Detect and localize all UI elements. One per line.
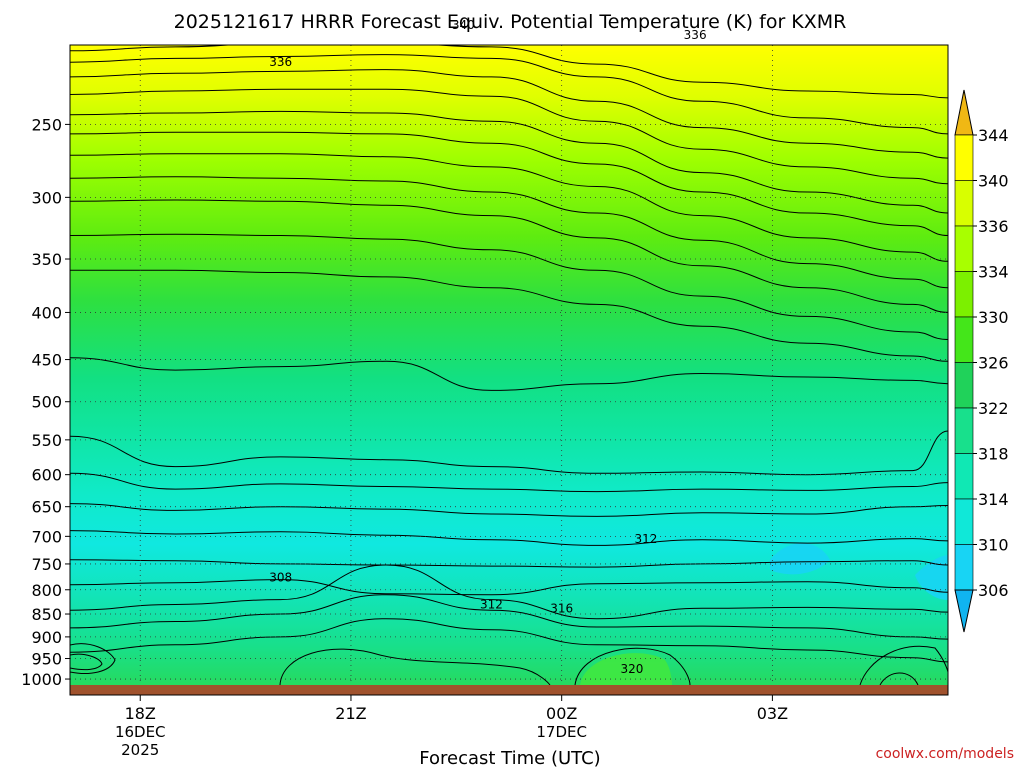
contour-label: 312 xyxy=(635,532,658,546)
contour-labels: 340 336 336 312 308 312 316 320 xyxy=(269,18,707,676)
contour-line xyxy=(70,503,948,517)
field-fill xyxy=(70,45,948,685)
colorbar-segment xyxy=(954,134,974,181)
colorbar-bottom-arrow xyxy=(954,589,974,633)
colorbar-segment xyxy=(954,271,974,318)
colorbar-top-arrow xyxy=(954,89,974,136)
contour-line xyxy=(70,653,103,671)
colorbar-tick-label: 336 xyxy=(978,217,1009,236)
contour-line xyxy=(574,647,691,685)
colorbar-tick-label: 318 xyxy=(978,445,1009,464)
warm-pocket-surface xyxy=(580,653,672,685)
contour-label: 336 xyxy=(269,55,292,69)
contour-line xyxy=(70,357,948,391)
colorbar-segment xyxy=(954,362,974,409)
colorbar-tick-label: 326 xyxy=(978,354,1009,373)
contour-line xyxy=(70,472,948,493)
contour-label: 320 xyxy=(620,662,643,676)
contour-line xyxy=(279,648,551,685)
contour-line xyxy=(70,88,948,185)
contour-line xyxy=(70,579,948,596)
grid-lines xyxy=(70,45,948,685)
cold-pocket-right xyxy=(770,543,830,575)
x-tick-date: 16DEC xyxy=(115,723,166,741)
y-tick-label: 650 xyxy=(31,498,62,517)
colorbar-tick-label: 310 xyxy=(978,536,1009,555)
colorbar-tick-label: 306 xyxy=(978,581,1009,600)
site-credit[interactable]: coolwx.com/models xyxy=(876,746,1014,762)
colorbar-tick-label: 334 xyxy=(978,263,1009,282)
x-tick-label: 21Z xyxy=(335,704,366,723)
y-tick-label: 500 xyxy=(31,393,62,412)
x-tick-date: 17DEC xyxy=(536,723,587,741)
y-tick-label: 250 xyxy=(31,115,62,134)
colorbar-segment xyxy=(954,407,974,454)
contour-line xyxy=(70,530,948,546)
contour-label: 336 xyxy=(684,28,707,42)
colorbar-tick-label: 344 xyxy=(978,126,1009,145)
colorbar-segment xyxy=(954,180,974,227)
x-tick-label: 18Z xyxy=(125,704,156,723)
y-tick-label: 850 xyxy=(31,605,62,624)
contour-line xyxy=(70,54,948,135)
contour-line xyxy=(70,564,948,620)
y-tick-label: 600 xyxy=(31,466,62,485)
contour-line xyxy=(70,131,948,236)
y-tick-label: 750 xyxy=(31,555,62,574)
y-tick-label: 450 xyxy=(31,351,62,370)
contour-line xyxy=(859,645,948,685)
y-tick-label: 400 xyxy=(31,303,62,322)
x-tick-label: 03Z xyxy=(757,704,788,723)
cold-pocket-edge xyxy=(915,555,948,600)
y-tick-label: 350 xyxy=(31,250,62,269)
colorbar-tick-label: 314 xyxy=(978,490,1009,509)
contour-line xyxy=(879,672,919,685)
colorbar-tick-label: 330 xyxy=(978,308,1009,327)
y-tick-label: 300 xyxy=(31,188,62,207)
contour-line xyxy=(70,643,116,674)
ground-strip xyxy=(70,685,948,695)
y-tick-label: 950 xyxy=(31,650,62,669)
colorbar-segment xyxy=(954,316,974,363)
contour-line xyxy=(70,559,948,568)
y-axis: 250 300 350 400 450 500 550 600 650 700 750 800 850 9… xyxy=(21,115,70,689)
contour-line xyxy=(70,110,948,214)
contour-label: 312 xyxy=(480,597,503,611)
x-axis-title: Forecast Time (UTC) xyxy=(419,748,600,768)
contour-line xyxy=(70,69,948,159)
contour-label: 308 xyxy=(269,571,292,585)
colorbar-tick-label: 340 xyxy=(978,172,1009,191)
colorbar: 344 340 336 334 330 326 322 318 314 310 306 xyxy=(954,89,1009,633)
contour-line xyxy=(70,594,948,640)
x-tick-year: 2025 xyxy=(121,741,159,759)
chart-title: 2025121617 HRRR Forecast Equiv. Potentia… xyxy=(174,11,847,33)
colorbar-segment xyxy=(954,453,974,500)
contour-label: 340 xyxy=(452,18,475,32)
y-tick-label: 700 xyxy=(31,527,62,546)
contour-line xyxy=(70,269,948,362)
contour-label: 316 xyxy=(550,601,573,615)
contour-line xyxy=(70,153,948,262)
colorbar-tick-label: 322 xyxy=(978,399,1009,418)
y-tick-label: 1000 xyxy=(21,670,62,689)
colorbar-segment xyxy=(954,544,974,591)
contour-line xyxy=(70,199,948,313)
colorbar-segment xyxy=(954,225,974,272)
y-tick-label: 550 xyxy=(31,431,62,450)
contour-line xyxy=(70,618,948,663)
plot-area xyxy=(70,45,948,685)
contour-line xyxy=(70,176,948,289)
plot-frame xyxy=(69,44,949,696)
contour-line xyxy=(70,430,948,476)
y-tick-label: 900 xyxy=(31,628,62,647)
x-tick-label: 00Z xyxy=(546,704,577,723)
y-tick-label: 800 xyxy=(31,581,62,600)
colorbar-segment xyxy=(954,498,974,545)
